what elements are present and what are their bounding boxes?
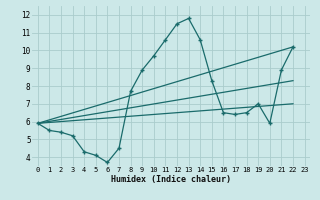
X-axis label: Humidex (Indice chaleur): Humidex (Indice chaleur): [111, 175, 231, 184]
